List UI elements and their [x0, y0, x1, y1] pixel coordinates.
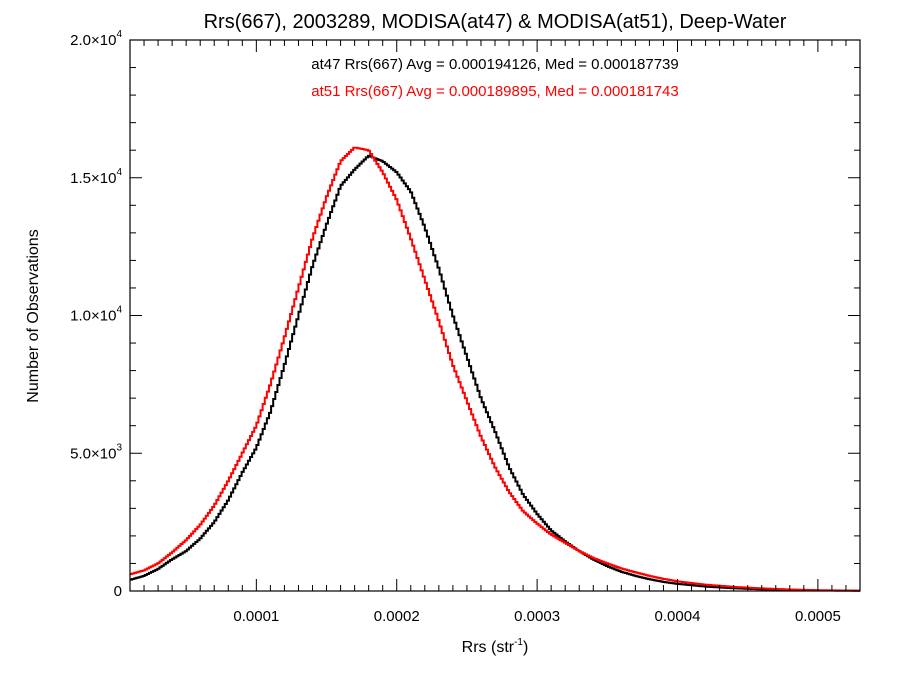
x-tick-label: 0.0004: [655, 608, 701, 625]
x-axis-label-main: Rrs (str: [462, 639, 515, 656]
plot-frame: [129, 39, 861, 592]
y-tick-label: 1.0×104: [70, 305, 122, 325]
x-tick-label: 0.0002: [374, 608, 420, 625]
x-tick-label: 0.0001: [233, 608, 279, 625]
y-tick-label: 0: [114, 583, 122, 600]
y-tick-label: 2.0×104: [70, 29, 122, 49]
x-tick-label: 0.0005: [795, 608, 841, 625]
series-line-at47: [130, 154, 860, 592]
chart-title: Rrs(667), 2003289, MODISA(at47) & MODISA…: [204, 11, 787, 33]
x-tick-label: 0.0003: [514, 608, 560, 625]
annotation-at47: at47 Rrs(667) Avg = 0.000194126, Med = 0…: [311, 56, 679, 73]
y-tick-label: 5.0×103: [70, 442, 122, 462]
y-axis-label: Number of Observations: [25, 229, 42, 402]
x-axis-label: Rrs (str-1): [462, 637, 529, 656]
annotation-at51: at51 Rrs(667) Avg = 0.000189895, Med = 0…: [311, 83, 679, 100]
y-tick-label: 1.5×104: [70, 167, 122, 187]
series-line-at51: [130, 146, 860, 592]
x-axis-label-close: ): [523, 639, 528, 656]
series-layer: [130, 146, 860, 592]
x-axis-label-sup: -1: [514, 637, 523, 648]
ticks-layer: 0 5.0×103 1.0×104 1.5×104 2.0×104 0.0001 0.000…: [70, 29, 860, 625]
